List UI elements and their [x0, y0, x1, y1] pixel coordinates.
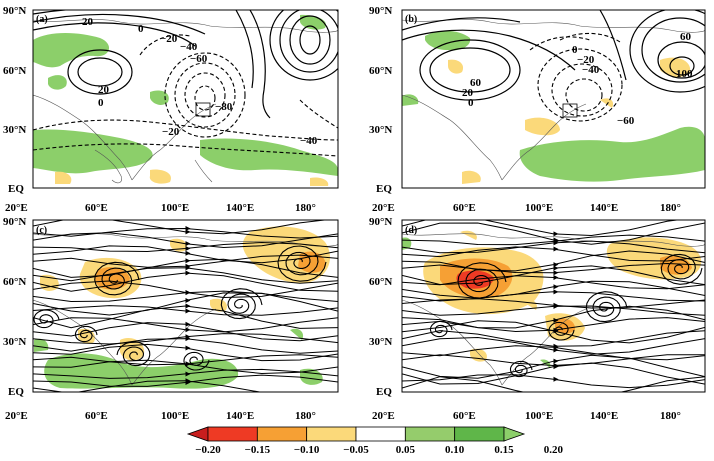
x-tick-label: 100°E	[525, 410, 553, 422]
y-tick-label: 90°N	[3, 216, 26, 228]
y-tick-label: EQ	[376, 183, 392, 195]
colorbar: −0.20 −0.15 −0.10 −0.05 0.05 0.10 0.15 0.20	[186, 426, 564, 456]
y-tick-label: 30°N	[369, 124, 392, 136]
x-tick-label: 180°	[295, 410, 316, 422]
x-tick-label: 20°E	[372, 410, 395, 422]
y-tick-label: 90°N	[369, 216, 392, 228]
contour-label: −20	[577, 54, 595, 66]
panel-label: (a)	[36, 14, 48, 25]
contour-label: 20	[462, 87, 474, 99]
x-tick-label: 60°E	[85, 410, 108, 422]
streamlines	[402, 220, 705, 392]
panel-c: (c)	[32, 219, 339, 393]
panel-c-map	[33, 220, 338, 392]
colorbar-segment	[454, 426, 505, 442]
x-tick-label: 180°	[660, 410, 681, 422]
x-tick-label: 140°E	[590, 202, 618, 214]
y-tick-label: 30°N	[369, 336, 392, 348]
x-tick-label: 100°E	[161, 410, 189, 422]
contour-label: 0	[572, 44, 578, 56]
contour-label: −80	[215, 101, 233, 113]
colorbar-segment	[404, 426, 456, 442]
contour-label: 60	[470, 77, 482, 89]
y-tick-label: EQ	[8, 386, 24, 398]
contour-label: −20	[162, 126, 180, 138]
y-tick-label: 60°N	[369, 65, 392, 77]
x-tick-label: 60°E	[453, 202, 476, 214]
contour-label: −60	[190, 53, 208, 65]
x-tick-label: 20°E	[5, 410, 28, 422]
colorbar-tick-label: 0.10	[445, 444, 465, 456]
colorbar-segment	[503, 426, 526, 442]
panel-d: (d)	[401, 219, 706, 393]
colorbar-segment	[186, 426, 209, 442]
colorbar-tick-label: −0.15	[245, 444, 271, 456]
y-tick-label: 90°N	[3, 5, 26, 17]
x-tick-label: 60°E	[453, 410, 476, 422]
y-tick-label: 90°N	[369, 5, 392, 17]
contour-label: 0	[98, 97, 104, 109]
panel-a: 20 0 −20 −40 −60 20 0 −80 −20 −40 (a)	[32, 9, 339, 189]
contour-label: −40	[582, 64, 600, 76]
panel-label: (d)	[405, 225, 417, 236]
contour-label: 100	[676, 68, 693, 80]
panel-a-map: 20 0 −20 −40 −60 20 0 −80 −20 −40	[33, 10, 338, 188]
contour-label: −60	[617, 115, 635, 127]
panel-b-map: 0 −20 −40 60 20 0 60 100 −60	[402, 10, 705, 188]
x-tick-label: 20°E	[5, 202, 28, 214]
panel-d-map	[402, 220, 705, 392]
x-tick-label: 100°E	[525, 202, 553, 214]
colorbar-tick-label: 0.05	[396, 444, 416, 456]
x-tick-label: 140°E	[226, 202, 254, 214]
contour-label: −40	[300, 135, 318, 147]
contour-label: 0	[468, 97, 474, 109]
streamlines	[33, 220, 338, 392]
contour-label: −20	[160, 33, 178, 45]
colorbar-tick-label: 0.20	[544, 444, 564, 456]
panel-label: (c)	[36, 225, 47, 236]
x-tick-label: 60°E	[85, 202, 108, 214]
x-tick-label: 180°	[660, 202, 681, 214]
colorbar-tick-label: −0.10	[294, 444, 320, 456]
y-tick-label: 30°N	[3, 336, 26, 348]
y-tick-label: 60°N	[369, 276, 392, 288]
y-tick-label: EQ	[376, 386, 392, 398]
colorbar-tick-label: −0.05	[343, 444, 369, 456]
x-tick-label: 140°E	[590, 410, 618, 422]
y-tick-label: 60°N	[3, 276, 26, 288]
y-tick-label: 60°N	[3, 65, 26, 77]
colorbar-segment	[355, 426, 406, 442]
colorbar-tick-label: −0.20	[195, 444, 221, 456]
colorbar-segment	[306, 426, 357, 442]
y-tick-label: 30°N	[3, 124, 26, 136]
contour-label: 20	[98, 84, 110, 96]
contour-label: 20	[82, 16, 94, 28]
x-tick-label: 140°E	[226, 410, 254, 422]
colorbar-segment	[207, 426, 258, 442]
panel-label: (b)	[405, 14, 417, 25]
x-tick-label: 20°E	[372, 202, 395, 214]
contour-label: 0	[138, 23, 144, 35]
y-tick-label: EQ	[8, 183, 24, 195]
x-tick-label: 180°	[295, 202, 316, 214]
colorbar-tick-label: 0.15	[494, 444, 514, 456]
panel-b: 0 −20 −40 60 20 0 60 100 −60 (b)	[401, 9, 706, 189]
x-tick-label: 100°E	[161, 202, 189, 214]
colorbar-segment	[256, 426, 308, 442]
contour-label: −40	[180, 41, 198, 53]
contour-label: 60	[680, 31, 692, 43]
